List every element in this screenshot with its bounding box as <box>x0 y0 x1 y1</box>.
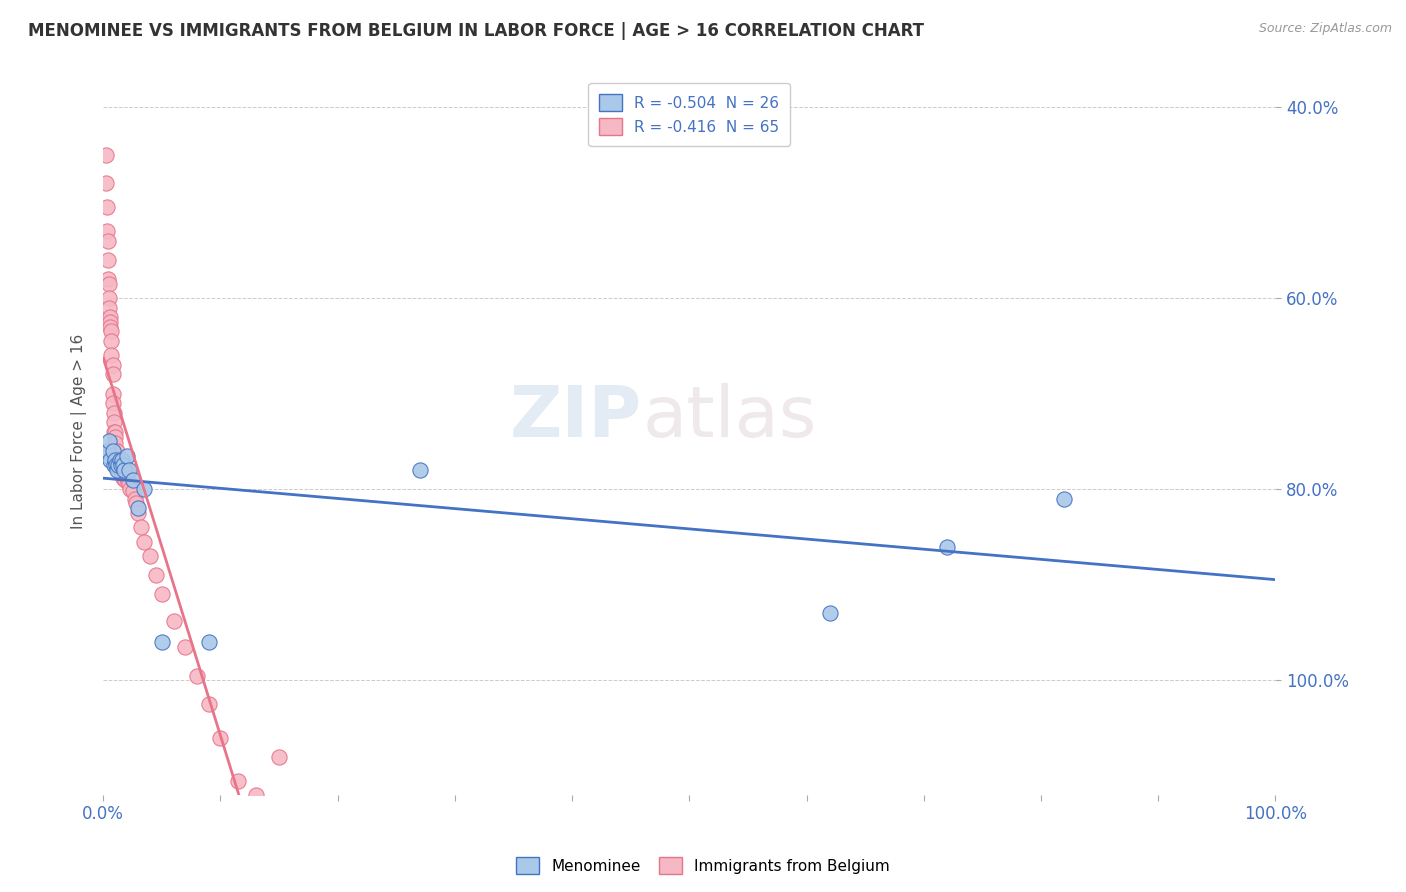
Point <box>121 484 143 499</box>
Point <box>117 475 139 489</box>
Point <box>245 788 267 802</box>
Point <box>103 425 125 439</box>
Point <box>108 455 131 469</box>
Point <box>107 458 129 473</box>
Point <box>110 463 132 477</box>
Point <box>111 467 134 482</box>
Point <box>115 449 138 463</box>
Point <box>197 635 219 649</box>
Point <box>1053 491 1076 506</box>
Point <box>94 176 117 190</box>
Point <box>98 453 121 467</box>
Point <box>94 147 117 161</box>
Legend: R = -0.504  N = 26, R = -0.416  N = 65: R = -0.504 N = 26, R = -0.416 N = 65 <box>589 84 790 145</box>
Point <box>101 358 124 372</box>
Point <box>186 668 208 682</box>
Point <box>150 587 173 601</box>
Point <box>110 458 132 473</box>
Point <box>98 301 121 315</box>
Point <box>104 436 127 450</box>
Point <box>103 406 125 420</box>
Point <box>209 731 232 745</box>
Point <box>104 425 127 439</box>
Point <box>105 449 128 463</box>
Point <box>105 451 128 466</box>
Point <box>98 291 121 305</box>
Point <box>111 458 134 473</box>
Point <box>97 272 120 286</box>
Text: ZIP: ZIP <box>510 383 643 451</box>
Point <box>101 386 124 401</box>
Point <box>226 773 249 788</box>
Point <box>98 310 121 324</box>
Point <box>114 473 136 487</box>
Point <box>115 471 138 485</box>
Point <box>409 463 432 477</box>
Point <box>96 224 118 238</box>
Point <box>105 444 128 458</box>
Point <box>145 568 167 582</box>
Y-axis label: In Labor Force | Age > 16: In Labor Force | Age > 16 <box>72 334 87 530</box>
Point <box>97 234 120 248</box>
Point <box>125 496 148 510</box>
Legend: Menominee, Immigrants from Belgium: Menominee, Immigrants from Belgium <box>510 851 896 880</box>
Point <box>174 640 197 654</box>
Point <box>107 461 129 475</box>
Point <box>101 368 124 382</box>
Text: atlas: atlas <box>643 383 817 451</box>
Point <box>97 444 120 458</box>
Point <box>139 549 162 563</box>
Point <box>100 334 122 348</box>
Point <box>103 415 125 429</box>
Point <box>103 458 125 473</box>
Point <box>101 396 124 410</box>
Point <box>100 325 122 339</box>
Point <box>118 463 141 477</box>
Point <box>104 453 127 467</box>
Point <box>120 482 142 496</box>
Point <box>97 252 120 267</box>
Point <box>267 749 290 764</box>
Point <box>110 455 132 469</box>
Point <box>121 473 143 487</box>
Point <box>98 319 121 334</box>
Point <box>108 463 131 477</box>
Point <box>936 540 959 554</box>
Point <box>127 506 149 520</box>
Point <box>111 453 134 467</box>
Point <box>150 635 173 649</box>
Point <box>134 534 156 549</box>
Point <box>98 277 121 291</box>
Point <box>162 614 184 628</box>
Point <box>98 434 121 449</box>
Point <box>100 348 122 362</box>
Point <box>104 429 127 443</box>
Point <box>818 607 841 621</box>
Point <box>96 200 118 214</box>
Point <box>98 315 121 329</box>
Point <box>108 453 131 467</box>
Point <box>107 453 129 467</box>
Point <box>112 468 135 483</box>
Point <box>105 458 128 473</box>
Point <box>197 698 219 712</box>
Point <box>115 463 138 477</box>
Point <box>112 458 135 473</box>
Point <box>124 491 146 506</box>
Text: Source: ZipAtlas.com: Source: ZipAtlas.com <box>1258 22 1392 36</box>
Point <box>101 444 124 458</box>
Point <box>134 482 156 496</box>
Point <box>105 444 128 458</box>
Point <box>105 458 128 473</box>
Point <box>112 471 135 485</box>
Text: MENOMINEE VS IMMIGRANTS FROM BELGIUM IN LABOR FORCE | AGE > 16 CORRELATION CHART: MENOMINEE VS IMMIGRANTS FROM BELGIUM IN … <box>28 22 924 40</box>
Point <box>96 449 118 463</box>
Point <box>118 477 141 491</box>
Point <box>105 463 128 477</box>
Point <box>129 520 152 534</box>
Point <box>127 501 149 516</box>
Point <box>112 463 135 477</box>
Point <box>112 463 135 477</box>
